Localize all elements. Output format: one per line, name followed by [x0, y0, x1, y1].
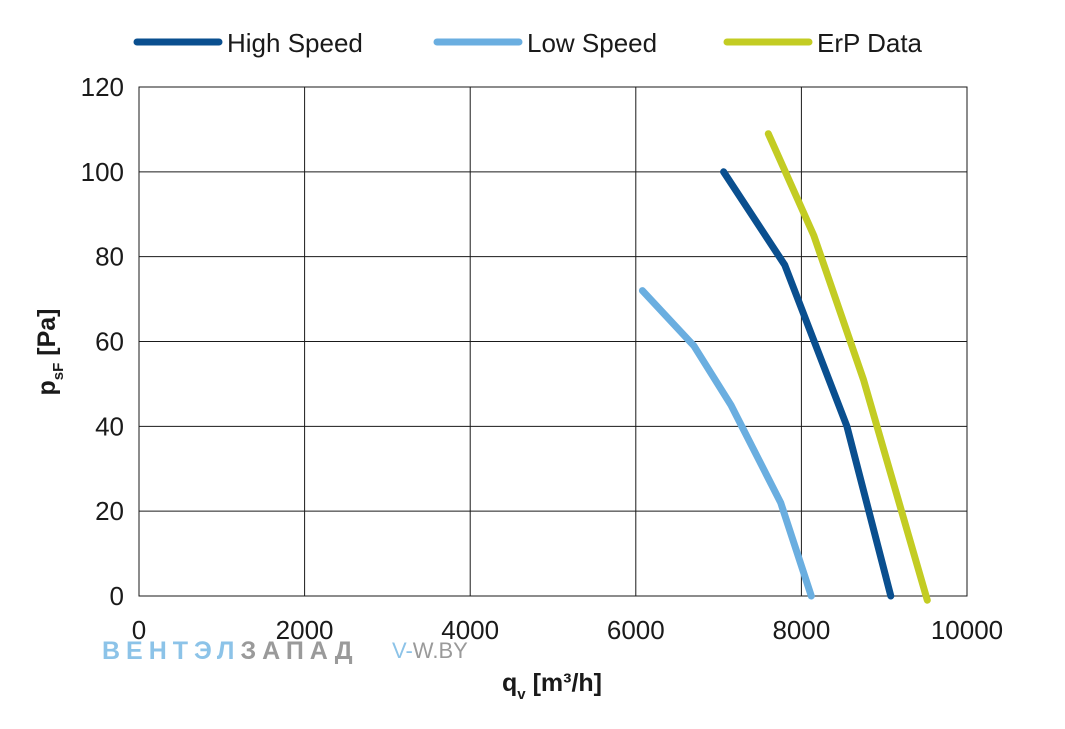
y-tick-label: 20 — [95, 496, 124, 526]
legend-label-low-speed: Low Speed — [527, 28, 657, 58]
series-line-low-speed — [638, 287, 815, 600]
y-tick-label: 100 — [81, 157, 124, 187]
y-tick-label: 60 — [95, 327, 124, 357]
x-tick-labels: 0 2000 4000 6000 8000 10000 — [132, 615, 1003, 645]
legend: High Speed Low Speed ErP Data — [133, 28, 923, 58]
grid — [138, 86, 968, 597]
y-tick-label: 80 — [95, 242, 124, 272]
x-tick-label: 4000 — [441, 615, 499, 645]
x-axis-label-main: q — [502, 669, 517, 697]
x-tick-label: 0 — [132, 615, 146, 645]
watermark-site-prefix: V- — [392, 638, 413, 663]
series-line-high-speed — [720, 168, 895, 600]
svg-text:V-W.BY: V-W.BY — [392, 638, 468, 663]
series-line-erp-data — [764, 130, 931, 604]
x-tick-label: 2000 — [276, 615, 334, 645]
x-axis-label-rest: [m³/h] — [526, 669, 602, 697]
svg-text:ВЕНТЭЛЗАПАД: ВЕНТЭЛЗАПАД — [102, 637, 359, 665]
x-tick-label: 6000 — [607, 615, 665, 645]
watermark-site-rest: W.BY — [413, 638, 468, 663]
y-axis-label-rest: [Pa] — [33, 309, 61, 363]
y-tick-label: 120 — [81, 72, 124, 102]
y-tick-label: 0 — [110, 581, 124, 611]
y-axis-label-sub: sF — [50, 363, 67, 381]
watermark-part1: ВЕНТЭЛ — [102, 637, 240, 665]
y-tick-label: 40 — [95, 411, 124, 441]
x-axis-label: qv [m³/h] — [502, 669, 602, 703]
legend-label-erp-data: ErP Data — [817, 28, 923, 58]
legend-label-high-speed: High Speed — [227, 28, 363, 58]
y-axis-label-main: p — [33, 380, 61, 395]
watermark-part2: ЗАПАД — [240, 637, 358, 665]
x-axis-label-sub: v — [517, 686, 526, 703]
y-tick-labels: 0 20 40 60 80 100 120 — [81, 72, 124, 611]
x-tick-label: 8000 — [772, 615, 830, 645]
y-axis-label: psF [Pa] — [33, 309, 67, 396]
series-lines — [638, 130, 931, 604]
x-tick-label: 10000 — [931, 615, 1003, 645]
watermark: ВЕНТЭЛЗАПАД V-W.BY — [102, 637, 468, 665]
